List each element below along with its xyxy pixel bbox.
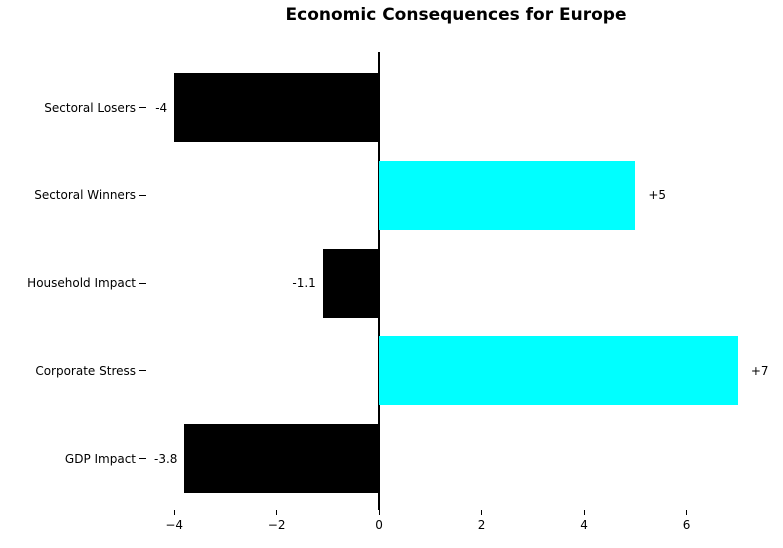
category-label-sectoral-losers: Sectoral Losers xyxy=(44,100,136,115)
value-label-sectoral-losers: -4 xyxy=(155,100,168,115)
category-label-corporate-stress: Corporate Stress xyxy=(35,363,136,378)
y-tick-mark xyxy=(139,370,146,372)
x-tick-mark xyxy=(378,510,380,515)
value-label-gdp-impact: -3.8 xyxy=(154,451,178,466)
zero-axis-line xyxy=(378,52,380,510)
value-label-sectoral-winners: +5 xyxy=(648,188,667,203)
category-label-gdp-impact: GDP Impact xyxy=(64,451,136,466)
y-tick-mark xyxy=(139,458,146,459)
x-tick-mark xyxy=(276,510,278,515)
x-tick-label: −4 xyxy=(165,518,184,532)
x-tick-mark xyxy=(481,510,483,515)
bar-sectoral-winners xyxy=(379,160,636,230)
value-label-household-impact: -1.1 xyxy=(292,276,316,290)
x-tick-label: −2 xyxy=(267,518,286,532)
plot-area xyxy=(146,52,766,510)
x-tick-mark xyxy=(173,510,175,515)
x-tick-mark xyxy=(583,510,585,515)
x-tick-label: 0 xyxy=(375,518,383,532)
bar-corporate-stress xyxy=(379,336,738,406)
y-tick-mark xyxy=(139,107,146,108)
chart-title: Economic Consequences for Europe xyxy=(285,5,627,25)
x-tick-label: 6 xyxy=(682,518,691,532)
bar-gdp-impact xyxy=(184,424,380,493)
category-label-sectoral-winners: Sectoral Winners xyxy=(34,188,136,203)
x-tick-label: 4 xyxy=(580,518,588,532)
bar-household-impact xyxy=(322,248,380,318)
y-tick-mark xyxy=(139,282,146,284)
value-label-corporate-stress: +7 xyxy=(750,363,769,378)
category-label-household-impact: Household Impact xyxy=(27,276,136,290)
x-tick-mark xyxy=(686,510,688,515)
x-tick-label: 2 xyxy=(477,518,486,532)
y-tick-mark xyxy=(139,194,146,196)
bar-sectoral-losers xyxy=(174,73,380,142)
